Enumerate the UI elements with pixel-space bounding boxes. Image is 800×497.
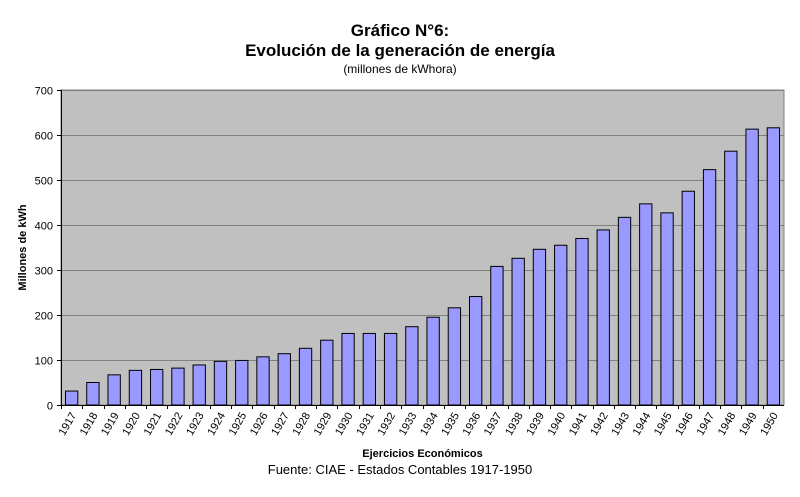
bar-1918 [86, 382, 100, 406]
plot-area [60, 89, 785, 406]
x-tick-label: 1918 [78, 411, 101, 438]
x-tick-label: 1931 [354, 411, 377, 438]
y-tick-label: 300 [35, 266, 53, 278]
x-tick-label: 1935 [439, 411, 462, 438]
y-tick-label: 400 [35, 221, 53, 233]
x-tick-label: 1922 [163, 411, 186, 438]
x-tick-label: 1917 [57, 411, 80, 438]
x-tick-label: 1946 [673, 411, 696, 438]
bar-1940 [554, 244, 568, 406]
y-tick-label: 0 [47, 401, 53, 413]
bar-1919 [107, 374, 121, 406]
x-tick-label: 1919 [99, 411, 122, 438]
x-tick-label: 1938 [503, 411, 526, 438]
bar-1922 [171, 367, 185, 406]
bar-1941 [575, 238, 589, 406]
y-tick-label: 600 [35, 131, 53, 143]
bar-1928 [298, 347, 313, 406]
x-tick-label: 1940 [546, 411, 569, 438]
x-tick-label: 1921 [142, 411, 165, 438]
bar-1925 [235, 359, 249, 406]
x-tick-label: 1942 [588, 411, 611, 438]
bar-1945 [660, 212, 674, 406]
x-tick-label: 1924 [205, 411, 228, 438]
x-tick-label: 1939 [524, 411, 547, 438]
x-tick-label: 1929 [312, 411, 335, 438]
x-tick-label: 1949 [737, 411, 760, 438]
bar-1921 [150, 368, 164, 406]
x-tick-label: 1932 [376, 411, 399, 438]
y-tick-label: 700 [35, 86, 53, 98]
bar-1920 [128, 369, 143, 406]
bar-1944 [639, 203, 653, 406]
bar-1950 [766, 127, 781, 406]
x-tick-label: 1928 [291, 411, 314, 438]
bar-1936 [469, 296, 483, 406]
bar-1947 [702, 169, 717, 406]
bar-1943 [617, 216, 632, 406]
x-tick-label: 1926 [248, 411, 271, 438]
x-tick-label: 1950 [758, 411, 781, 438]
bar-1929 [320, 339, 334, 406]
bar-1932 [383, 332, 398, 406]
x-tick-label: 1943 [609, 411, 632, 438]
y-axis-label: Millones de kWh [17, 204, 29, 290]
chart-subtitle: Evolución de la generación de energía [245, 41, 555, 60]
x-tick-label: 1933 [397, 411, 420, 438]
x-tick-label: 1948 [716, 411, 739, 438]
bar-1934 [426, 316, 440, 406]
bar-1933 [405, 326, 419, 406]
bar-1930 [341, 332, 355, 406]
x-tick-label: 1920 [120, 411, 143, 438]
x-tick-label: 1930 [333, 411, 356, 438]
bar-1939 [532, 248, 547, 406]
bars [64, 127, 781, 406]
bar-1927 [277, 353, 291, 406]
x-tick-label: 1937 [482, 411, 505, 438]
x-tick-label: 1934 [418, 411, 441, 438]
source-note: Fuente: CIAE - Estados Contables 1917-19… [267, 462, 533, 477]
bar-1938 [511, 257, 525, 406]
x-axis-ticks: 1917191819191920192119221923192419251926… [57, 405, 781, 438]
bar-1942 [596, 229, 610, 406]
y-axis-ticks: 0 100 200 300 400 500 600 700 [35, 86, 61, 413]
bar-1946 [681, 190, 695, 406]
x-tick-label: 1936 [461, 411, 484, 438]
x-tick-label: 1945 [652, 411, 675, 438]
bar-1948 [724, 150, 738, 406]
bar-1931 [362, 332, 377, 406]
bar-1923 [192, 364, 206, 406]
x-tick-label: 1927 [269, 411, 292, 438]
bar-1949 [745, 128, 759, 406]
x-tick-label: 1947 [695, 411, 718, 438]
bar-1935 [447, 307, 462, 406]
x-tick-label: 1941 [567, 411, 590, 438]
bar-1917 [64, 390, 79, 406]
chart-unit-note: (millones de kWhora) [343, 62, 457, 76]
bar-1924 [213, 360, 228, 406]
y-tick-label: 100 [35, 356, 53, 368]
x-tick-label: 1925 [227, 411, 250, 438]
x-tick-label: 1944 [631, 411, 654, 438]
y-tick-label: 200 [35, 311, 53, 323]
chart-title: Gráfico N°6: [350, 21, 450, 40]
x-axis-label: Ejercicios Económicos [362, 448, 482, 460]
x-tick-label: 1923 [184, 411, 207, 438]
bar-1937 [490, 265, 504, 406]
y-tick-label: 500 [35, 176, 53, 188]
bar-1926 [256, 356, 270, 406]
